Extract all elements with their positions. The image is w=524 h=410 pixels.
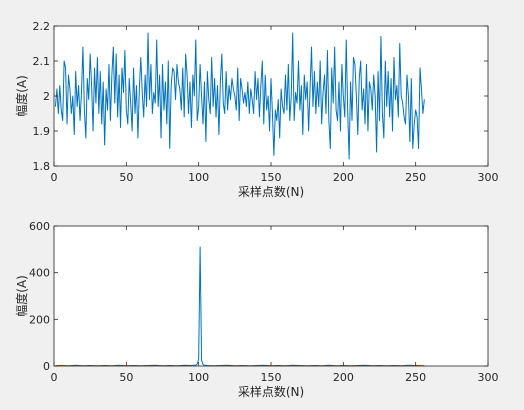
series-line-0 (54, 32, 425, 160)
x-tick-label: 200 (333, 371, 354, 384)
x-tick-label: 250 (405, 171, 426, 184)
x-tick-label: 50 (119, 371, 133, 384)
x-tick-label: 100 (188, 371, 209, 384)
x-tick-label: 100 (188, 171, 209, 184)
y-tick-label: 2.1 (33, 55, 51, 68)
x-tick-label: 300 (478, 371, 499, 384)
x-tick-label: 0 (51, 171, 58, 184)
y-tick-label: 0 (43, 360, 50, 373)
y-tick-label: 1.9 (33, 125, 51, 138)
plot-area (54, 226, 488, 366)
x-axis-label: 采样点数(N) (238, 384, 304, 399)
x-tick-label: 200 (333, 171, 354, 184)
y-tick-label: 2.2 (33, 20, 51, 33)
x-tick-label: 0 (51, 371, 58, 384)
y-tick-label: 600 (29, 220, 50, 233)
x-tick-label: 150 (261, 171, 282, 184)
chart-time-domain: 0 50 100 150 200 250 300 1.8 1.9 2 2.1 2.2 采样点数(N) 幅度… (14, 20, 499, 199)
y-tick-label: 1.8 (33, 160, 51, 173)
x-axis-label: 采样点数(N) (238, 184, 304, 199)
x-tick-label: 300 (478, 171, 499, 184)
x-tick-label: 150 (261, 371, 282, 384)
x-tick-label: 250 (405, 371, 426, 384)
y-axis-label: 幅度(A) (14, 275, 29, 317)
y-tick-label: 2 (43, 90, 50, 103)
y-axis-label: 幅度(A) (14, 75, 29, 117)
y-tick-label: 400 (29, 267, 50, 280)
chart-spectrum: 0 50 100 150 200 250 300 0 200 400 600 采样点数(N) 幅度(A) (14, 220, 499, 399)
x-tick-label: 50 (119, 171, 133, 184)
y-tick-label: 200 (29, 313, 50, 326)
